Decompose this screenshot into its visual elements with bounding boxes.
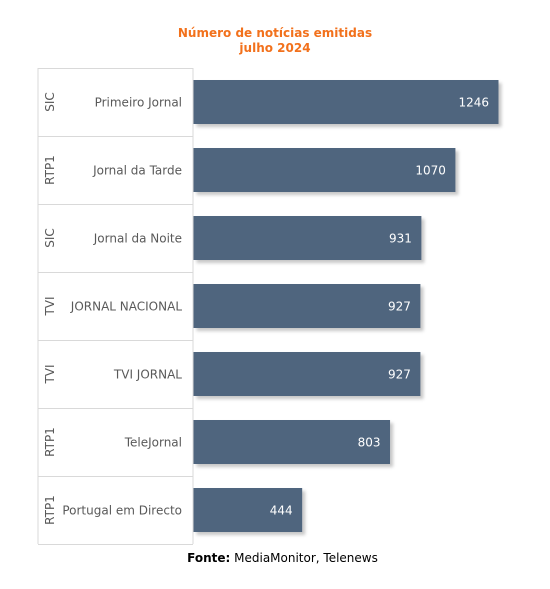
data-label: 931 xyxy=(389,232,412,246)
chart-title-line-2: julho 2024 xyxy=(239,41,311,55)
group-label: RTP1 xyxy=(43,427,57,457)
group-label: TVI xyxy=(43,296,57,316)
category-label: TVI JORNAL xyxy=(113,368,182,382)
group-label: RTP1 xyxy=(43,155,57,185)
data-label: 803 xyxy=(358,436,381,450)
data-label: 1070 xyxy=(415,164,446,178)
category-label: Primeiro Jornal xyxy=(95,96,182,110)
bar xyxy=(193,284,421,328)
bar xyxy=(193,216,422,260)
source-text: MediaMonitor, Telenews xyxy=(234,551,378,565)
data-label: 927 xyxy=(388,368,411,382)
category-label: Jornal da Noite xyxy=(93,232,182,246)
group-label: TVI xyxy=(43,364,57,384)
chart-title-line-1: Número de notícias emitidas xyxy=(177,26,373,40)
group-label: SIC xyxy=(43,228,57,248)
bar xyxy=(193,420,391,464)
chart-title: Número de notícias emitidas julho 2024 xyxy=(0,26,550,56)
category-label: JORNAL NACIONAL xyxy=(70,300,183,314)
bar xyxy=(193,488,303,532)
data-label: 1246 xyxy=(458,96,489,110)
category-label: Jornal da Tarde xyxy=(92,164,182,178)
data-label: 927 xyxy=(388,300,411,314)
category-label: Portugal em Directo xyxy=(62,504,182,518)
data-label: 444 xyxy=(270,504,293,518)
chart-source: Fonte: MediaMonitor, Telenews xyxy=(0,551,550,565)
bar xyxy=(193,352,421,396)
bar xyxy=(193,148,456,192)
category-label: TeleJornal xyxy=(124,436,182,450)
group-label: RTP1 xyxy=(43,495,57,525)
source-label: Fonte: xyxy=(187,551,231,565)
group-label: SIC xyxy=(43,92,57,112)
bar xyxy=(193,80,499,124)
